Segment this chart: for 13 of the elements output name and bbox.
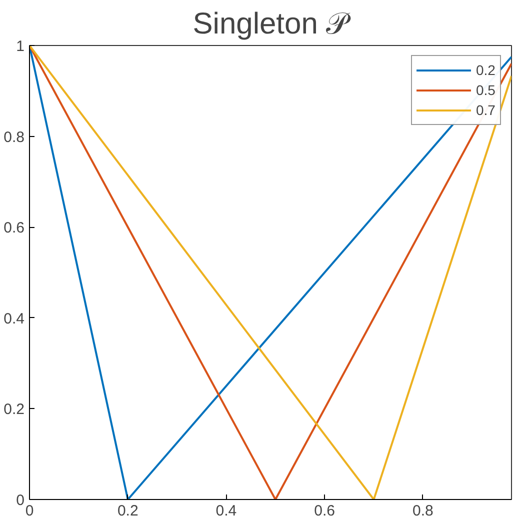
legend-label: 0.5 xyxy=(476,82,496,98)
chart-title: Singleton 𝒫 xyxy=(192,8,352,40)
y-tick-label: 0.6 xyxy=(4,220,25,237)
legend-label: 0.7 xyxy=(476,102,496,118)
y-tick-label: 1 xyxy=(16,38,24,55)
x-tick-label: 0.4 xyxy=(216,502,237,518)
legend-label: 0.2 xyxy=(476,62,496,78)
y-tick-label: 0.4 xyxy=(4,310,25,328)
y-tick-label: 0.8 xyxy=(4,128,25,146)
y-tick-label: 0.2 xyxy=(4,401,25,418)
x-tick-label: 0.8 xyxy=(412,502,434,518)
x-tick-label: 0.2 xyxy=(117,502,138,518)
x-tick-label: 0.6 xyxy=(314,502,336,518)
